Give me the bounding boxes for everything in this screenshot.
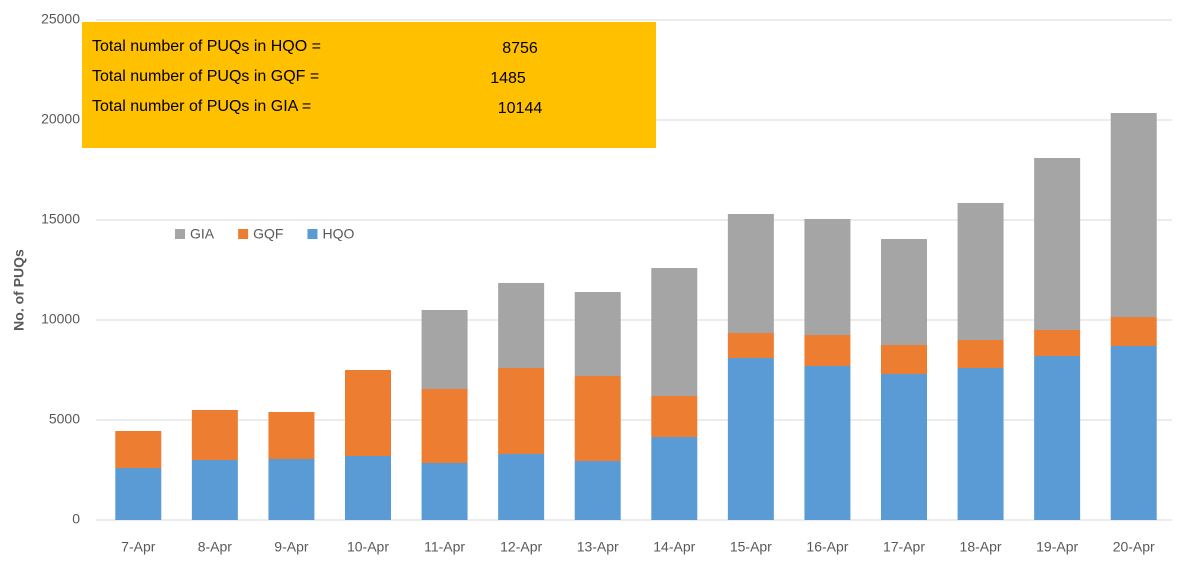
bar-segment <box>651 268 698 396</box>
x-tick-label: 18-Apr <box>960 539 1002 555</box>
bar-segment <box>804 335 851 366</box>
bar-segment <box>881 345 927 374</box>
bar-segment <box>115 431 162 468</box>
y-tick-label: 10000 <box>41 311 80 327</box>
x-tick-label: 15-Apr <box>730 539 772 555</box>
bar-segment <box>421 463 468 520</box>
bar-segment <box>881 374 927 520</box>
y-axis-title: No. of PUQs <box>11 249 27 331</box>
legend-swatch <box>238 229 249 239</box>
bar-segment <box>1034 356 1081 520</box>
x-tick-label: 10-Apr <box>347 539 389 555</box>
bar-segment <box>498 454 545 520</box>
y-tick-label: 15000 <box>41 211 80 227</box>
legend-label: GQF <box>253 226 283 242</box>
bar-segment <box>1110 113 1157 317</box>
y-tick-label: 0 <box>72 511 80 527</box>
bar-segment <box>268 412 315 459</box>
bar-segment <box>345 370 391 456</box>
annotation-value: 10144 <box>498 100 543 117</box>
bar-segment <box>804 366 851 520</box>
bar-segment <box>1110 317 1157 346</box>
annotation-value: 8756 <box>502 40 538 57</box>
bar-segment <box>498 368 545 454</box>
legend-swatch <box>307 229 318 239</box>
y-tick-label: 5000 <box>49 411 80 427</box>
bar-segment <box>345 456 391 520</box>
x-tick-label: 7-Apr <box>121 539 156 555</box>
bar-segment <box>957 340 1004 368</box>
bar-segment <box>498 283 545 368</box>
bar-segment <box>421 389 468 463</box>
bar-segment <box>957 368 1004 520</box>
bar-segment <box>881 239 927 345</box>
annotation-text: Total number of PUQs in GIA = <box>92 98 311 115</box>
x-tick-label: 19-Apr <box>1036 539 1078 555</box>
bar-segment <box>1110 346 1157 520</box>
bar-segment <box>1034 158 1081 330</box>
bar-segment <box>651 437 698 520</box>
annotation-value: 1485 <box>490 70 526 87</box>
x-tick-label: 16-Apr <box>806 539 848 555</box>
x-tick-label: 20-Apr <box>1113 539 1155 555</box>
x-tick-label: 14-Apr <box>653 539 695 555</box>
x-tick-label: 9-Apr <box>274 539 309 555</box>
x-tick-label: 13-Apr <box>577 539 619 555</box>
x-tick-label: 11-Apr <box>424 539 465 555</box>
legend-label: GIA <box>190 226 215 242</box>
bar-segment <box>727 333 774 358</box>
bar-segment <box>574 292 621 376</box>
bar-segment <box>727 214 774 333</box>
annotation-text: Total number of PUQs in GQF = <box>92 68 319 85</box>
y-tick-label: 25000 <box>41 11 80 27</box>
x-tick-label: 12-Apr <box>500 539 542 555</box>
bar-segment <box>574 376 621 461</box>
bar-segment <box>574 461 621 520</box>
bar-segment <box>727 358 774 520</box>
bar-segment <box>1034 330 1081 356</box>
y-tick-label: 20000 <box>41 111 80 127</box>
bar-segment <box>957 203 1004 340</box>
legend-label: HQO <box>322 226 354 242</box>
bar-segment <box>191 460 238 520</box>
bar-segment <box>115 468 162 520</box>
x-tick-label: 17-Apr <box>883 539 925 555</box>
bar-segment <box>268 459 315 520</box>
x-tick-label: 8-Apr <box>198 539 233 555</box>
legend-swatch <box>175 229 185 239</box>
bar-segment <box>421 310 468 389</box>
bar-segment <box>804 219 851 335</box>
annotation-text: Total number of PUQs in HQO = <box>92 38 321 55</box>
annotation-box <box>82 22 656 148</box>
bar-segment <box>651 396 698 437</box>
bar-segment <box>191 410 238 460</box>
